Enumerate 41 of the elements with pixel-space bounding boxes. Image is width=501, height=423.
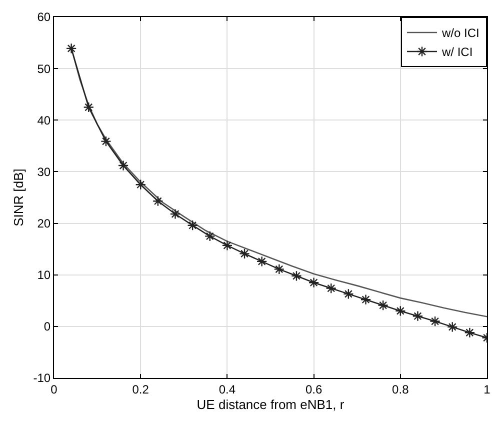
point <box>256 256 268 267</box>
point <box>446 322 458 332</box>
point <box>378 300 388 311</box>
point <box>204 230 216 242</box>
point <box>135 179 146 190</box>
point <box>152 196 164 207</box>
point <box>291 270 302 282</box>
point <box>412 310 424 322</box>
point <box>222 240 233 251</box>
y-tick-label: 60 <box>37 10 51 24</box>
point <box>326 282 337 294</box>
x-axis-title: UE distance from eNB1, r <box>196 397 345 412</box>
point <box>308 277 320 288</box>
point <box>170 208 181 220</box>
point <box>274 264 285 275</box>
point <box>430 316 440 327</box>
x-tick-label: 0.8 <box>392 382 410 396</box>
x-tick-label: 0.6 <box>305 382 322 396</box>
point <box>187 220 198 231</box>
y-tick-label: 0 <box>44 320 51 334</box>
y-tick-label: 20 <box>37 216 51 230</box>
y-tick-label: 30 <box>37 164 51 179</box>
point <box>464 327 476 338</box>
y-axis-title: SINR [dB] <box>11 168 26 226</box>
point <box>66 43 77 54</box>
x-tick-label: 0.4 <box>218 382 236 396</box>
point <box>83 102 94 113</box>
point <box>118 160 129 171</box>
point <box>239 248 250 260</box>
legend-label: w/o ICI <box>441 26 480 40</box>
x-tick-label: 1 <box>484 382 491 396</box>
point <box>360 294 372 306</box>
y-tick-label: -10 <box>33 371 51 386</box>
point <box>100 136 112 147</box>
x-tick-label: 0.2 <box>132 382 150 396</box>
y-tick-label: 50 <box>37 62 51 76</box>
point <box>343 288 354 300</box>
y-tick-label: 40 <box>37 113 51 128</box>
legend-label: w/ ICI <box>441 45 473 60</box>
y-tick-label: 10 <box>37 268 51 282</box>
point <box>395 306 406 316</box>
